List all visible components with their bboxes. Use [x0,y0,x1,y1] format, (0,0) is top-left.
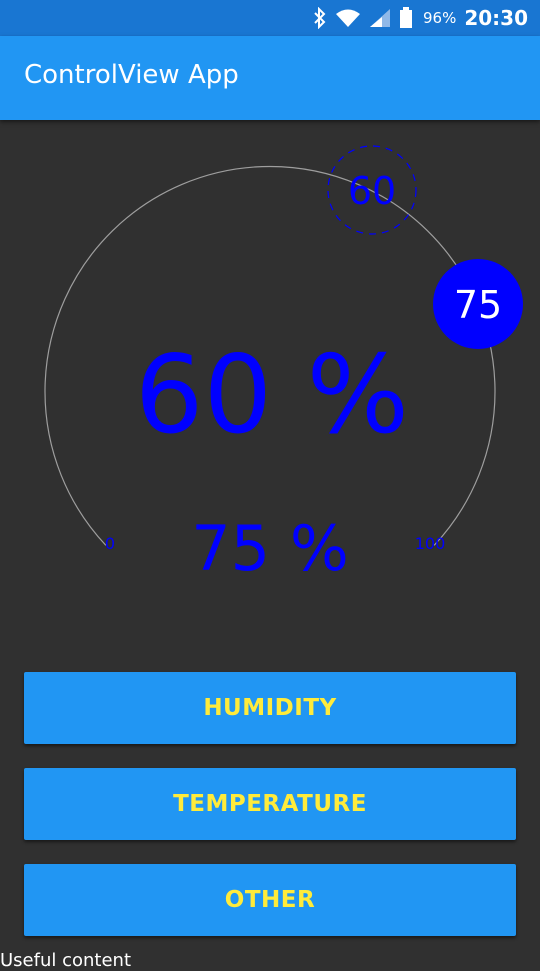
status-icons: 96% 20:30 [313,0,528,36]
status-bar: 96% 20:30 [0,0,540,36]
target-value-marker-text: 75 [454,283,502,327]
current-value-marker-text: 60 [348,169,396,213]
battery-percent: 96% [422,9,457,27]
battery-icon [399,7,413,29]
gauge[interactable]: 0 100 60 75 60 % 75 % [0,120,540,640]
app-bar: ControlView App [0,36,540,120]
gauge-max-label: 100 [415,534,446,553]
other-button[interactable]: OTHER [24,864,516,936]
target-value-marker[interactable] [433,259,523,349]
humidity-button[interactable]: HUMIDITY [24,672,516,744]
app-title: ControlView App [24,60,239,90]
wifi-icon [335,8,361,28]
gauge-min-label: 0 [105,534,115,553]
gauge-main-value: 60 % [135,333,409,458]
temperature-button[interactable]: TEMPERATURE [24,768,516,840]
clock: 20:30 [464,6,528,30]
bluetooth-icon [313,7,327,29]
gauge-secondary-value: 75 % [191,512,349,585]
current-value-marker[interactable] [327,145,417,235]
footer-text: Useful content [0,950,132,971]
gauge-track [44,165,496,546]
cell-signal-icon [369,8,391,28]
